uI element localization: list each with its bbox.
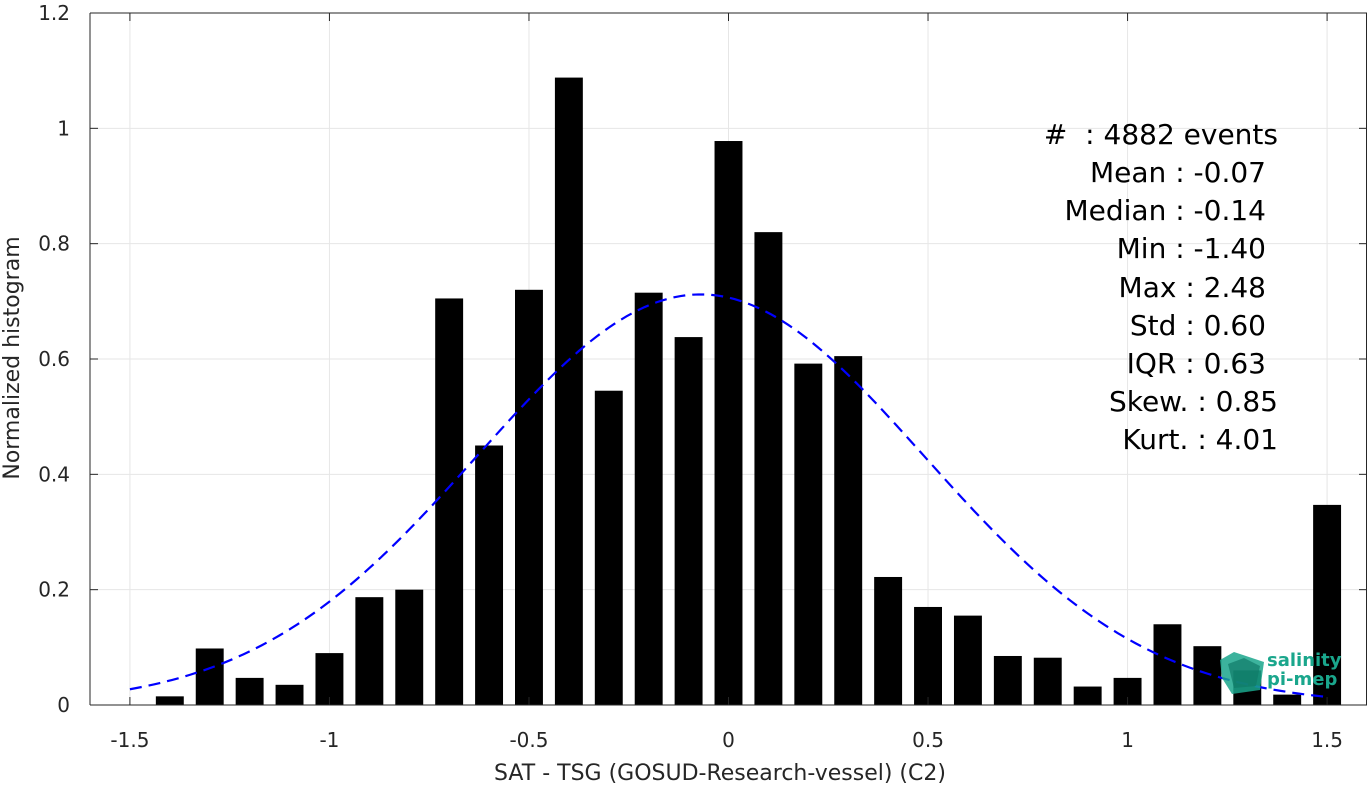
histogram-bar — [235, 677, 264, 705]
x-tick-label: -1 — [319, 728, 339, 752]
logo-text-pi-mep: pi-mep — [1267, 669, 1337, 690]
normal-fit-line — [129, 293, 1328, 699]
y-tick-label: 1.2 — [38, 1, 70, 25]
histogram-bar — [874, 576, 903, 705]
y-tick-label: 0.2 — [38, 578, 70, 602]
x-axis-label: SAT - TSG (GOSUD-Research-vessel) (C2) — [494, 761, 946, 785]
histogram-bar — [395, 589, 424, 705]
y-tick-label: 0.4 — [38, 462, 70, 486]
histogram-bar — [355, 597, 384, 705]
stats-mean: Mean : -0.07 — [1090, 156, 1266, 189]
histogram-bar — [1153, 624, 1182, 705]
histogram-bars — [155, 77, 1342, 705]
stats-iqr: IQR : 0.63 — [1127, 347, 1266, 380]
x-tick-label: 0.5 — [912, 728, 944, 752]
y-tick-label: 0.8 — [38, 232, 70, 256]
y-axis-label: Normalized histogram — [0, 236, 25, 479]
histogram-bar — [914, 606, 942, 705]
salinity-pi-mep-logo: salinity pi-mep — [1220, 650, 1342, 694]
stats-max: Max : 2.48 — [1119, 271, 1266, 304]
x-tick-label: 1 — [1121, 728, 1134, 752]
histogram-bar — [1033, 657, 1062, 705]
histogram-bar — [475, 445, 504, 705]
histogram-bar — [435, 298, 464, 705]
histogram-bar — [275, 684, 304, 705]
normal-fit-curve — [129, 293, 1328, 699]
logo-icon — [1220, 652, 1264, 694]
histogram-bar — [594, 390, 623, 705]
statistics-box: # : 4882 events Mean : -0.07 Median : -0… — [1044, 118, 1278, 456]
histogram-bar — [1313, 504, 1342, 705]
histogram-bar — [315, 653, 344, 705]
x-axis-ticks: -1.5 -1 -0.5 0 0.5 1 1.5 — [110, 13, 1343, 752]
x-tick-label: -0.5 — [509, 728, 548, 752]
stats-skew: Skew. : 0.85 — [1109, 385, 1278, 418]
histogram-bar — [754, 232, 783, 705]
histogram-bar — [674, 337, 703, 705]
y-tick-label: 0 — [57, 693, 70, 717]
histogram-bar — [1273, 694, 1302, 705]
histogram-bar — [794, 363, 823, 705]
y-tick-label: 1 — [57, 116, 70, 140]
stats-median: Median : -0.14 — [1064, 194, 1266, 227]
histogram-bar — [714, 141, 743, 705]
histogram-bar — [155, 696, 184, 705]
stats-kurt: Kurt. : 4.01 — [1122, 423, 1278, 456]
histogram-bar — [953, 615, 982, 705]
histogram-bar — [515, 289, 543, 705]
x-tick-label: -1.5 — [110, 728, 149, 752]
histogram-bar — [1073, 686, 1102, 705]
histogram-bar — [834, 356, 863, 705]
x-tick-label: 0 — [722, 728, 735, 752]
y-axis-ticks: 0 0.2 0.4 0.6 0.8 1 1.2 — [38, 1, 1367, 717]
histogram-bar — [554, 77, 583, 705]
histogram-bar — [195, 648, 224, 705]
stats-events: # : 4882 events — [1044, 118, 1278, 151]
histogram-bar — [634, 292, 663, 705]
histogram-bar — [1193, 646, 1222, 705]
histogram-bar — [993, 655, 1022, 705]
stats-min: Min : -1.40 — [1117, 232, 1266, 265]
y-tick-label: 0.6 — [38, 347, 70, 371]
logo-text-salinity: salinity — [1267, 650, 1342, 671]
x-tick-label: 1.5 — [1311, 728, 1343, 752]
stats-std: Std : 0.60 — [1130, 309, 1266, 342]
